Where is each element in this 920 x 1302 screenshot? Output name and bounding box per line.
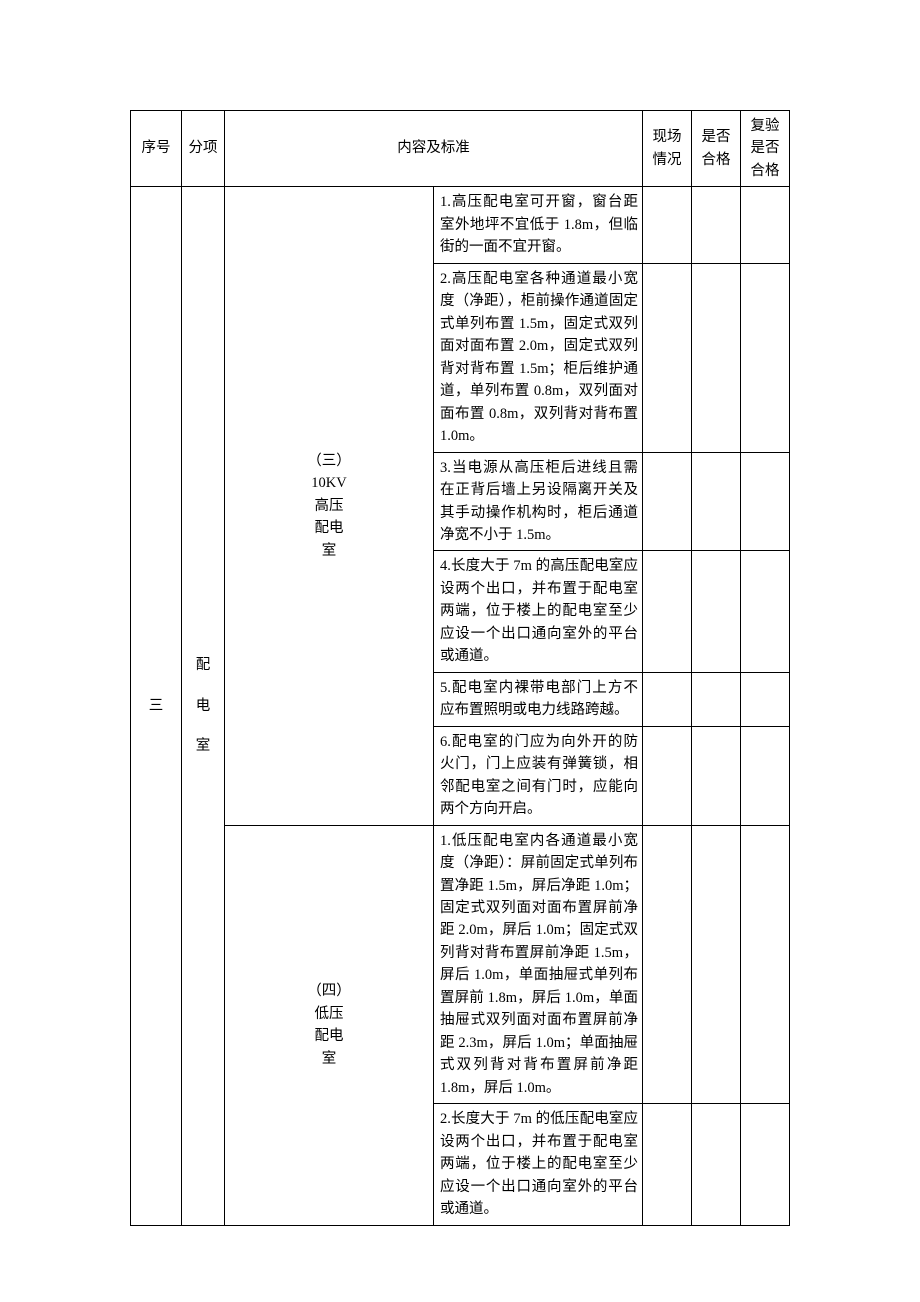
sub-line: （四） bbox=[229, 980, 429, 1002]
category-cell: 配 电 室 bbox=[182, 187, 225, 1225]
content-cell: 4.长度大于 7m 的高压配电室应设两个出口，并布置于配电室两端，位于楼上的配电… bbox=[434, 551, 643, 672]
subcategory-lv: （四） 低压 配电 室 bbox=[225, 825, 434, 1225]
cat-line: 室 bbox=[186, 726, 220, 767]
sub-line: 室 bbox=[229, 540, 429, 562]
table-row: 三 配 电 室 （三） 10KV 高压 配电 室 1.高压配电室可开窗，窗台距室… bbox=[131, 187, 790, 263]
recheck-cell bbox=[741, 551, 790, 672]
hdr-recheck: 复验是否合格 bbox=[741, 111, 790, 187]
pass-cell bbox=[692, 726, 741, 825]
site-cell bbox=[643, 726, 692, 825]
pass-cell bbox=[692, 1104, 741, 1225]
table-row: （四） 低压 配电 室 1.低压配电室内各通道最小宽度（净距）：屏前固定式单列布… bbox=[131, 825, 790, 1104]
site-cell bbox=[643, 263, 692, 452]
hdr-pass: 是否合格 bbox=[692, 111, 741, 187]
sub-line: 配电 bbox=[229, 517, 429, 539]
seq-cell: 三 bbox=[131, 187, 182, 1225]
site-cell bbox=[643, 825, 692, 1104]
recheck-cell bbox=[741, 726, 790, 825]
page: 序号 分项 内容及标准 现场情况 是否合格 复验是否合格 三 配 电 室 （三）… bbox=[0, 0, 920, 1286]
recheck-cell bbox=[741, 672, 790, 726]
pass-cell bbox=[692, 825, 741, 1104]
sub-line: 配电 bbox=[229, 1025, 429, 1047]
recheck-cell bbox=[741, 452, 790, 551]
site-cell bbox=[643, 452, 692, 551]
recheck-cell bbox=[741, 263, 790, 452]
content-cell: 3.当电源从高压柜后进线且需在正背后墙上另设隔离开关及其手动操作机构时，柜后通道… bbox=[434, 452, 643, 551]
standards-table: 序号 分项 内容及标准 现场情况 是否合格 复验是否合格 三 配 电 室 （三）… bbox=[130, 110, 790, 1226]
pass-cell bbox=[692, 452, 741, 551]
table-header-row: 序号 分项 内容及标准 现场情况 是否合格 复验是否合格 bbox=[131, 111, 790, 187]
site-cell bbox=[643, 187, 692, 263]
content-cell: 1.低压配电室内各通道最小宽度（净距）：屏前固定式单列布置净距 1.5m，屏后净… bbox=[434, 825, 643, 1104]
recheck-cell bbox=[741, 187, 790, 263]
content-cell: 6.配电室的门应为向外开的防火门，门上应装有弹簧锁，相邻配电室之间有门时，应能向… bbox=[434, 726, 643, 825]
recheck-cell bbox=[741, 825, 790, 1104]
sub-line: 高压 bbox=[229, 495, 429, 517]
content-cell: 1.高压配电室可开窗，窗台距室外地坪不宜低于 1.8m，但临街的一面不宜开窗。 bbox=[434, 187, 643, 263]
site-cell bbox=[643, 551, 692, 672]
pass-cell bbox=[692, 187, 741, 263]
cat-line: 电 bbox=[186, 686, 220, 727]
hdr-content: 内容及标准 bbox=[225, 111, 643, 187]
hdr-seq: 序号 bbox=[131, 111, 182, 187]
pass-cell bbox=[692, 263, 741, 452]
site-cell bbox=[643, 672, 692, 726]
pass-cell bbox=[692, 672, 741, 726]
sub-line: （三） bbox=[229, 450, 429, 472]
content-cell: 2.高压配电室各种通道最小宽度（净距），柜前操作通道固定式单列布置 1.5m，固… bbox=[434, 263, 643, 452]
site-cell bbox=[643, 1104, 692, 1225]
subcategory-hv: （三） 10KV 高压 配电 室 bbox=[225, 187, 434, 825]
content-cell: 2.长度大于 7m 的低压配电室应设两个出口，并布置于配电室两端，位于楼上的配电… bbox=[434, 1104, 643, 1225]
pass-cell bbox=[692, 551, 741, 672]
sub-line: 10KV bbox=[229, 472, 429, 494]
content-cell: 5.配电室内裸带电部门上方不应布置照明或电力线路跨越。 bbox=[434, 672, 643, 726]
sub-line: 低压 bbox=[229, 1003, 429, 1025]
recheck-cell bbox=[741, 1104, 790, 1225]
cat-line: 配 bbox=[186, 645, 220, 686]
sub-line: 室 bbox=[229, 1048, 429, 1070]
hdr-site: 现场情况 bbox=[643, 111, 692, 187]
hdr-cat: 分项 bbox=[182, 111, 225, 187]
